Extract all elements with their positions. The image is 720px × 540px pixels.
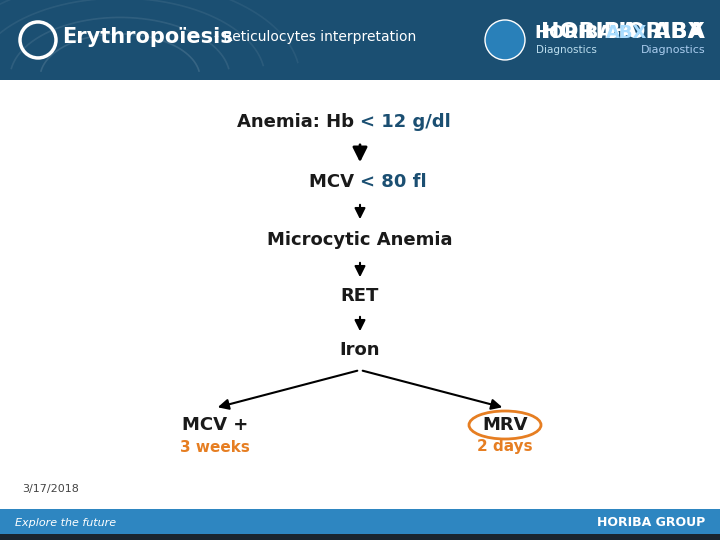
Bar	[0, 534, 720, 540]
Text: ABX: ABX	[606, 24, 647, 42]
Text: < 12 g/dl: < 12 g/dl	[360, 113, 451, 131]
Bar	[0, 509, 720, 540]
Text: 3/17/2018: 3/17/2018	[22, 484, 79, 494]
Text: 2 days: 2 days	[477, 440, 533, 455]
Bar	[480, 0, 720, 80]
Bar	[0, 0, 720, 80]
Text: MRV: MRV	[482, 416, 528, 434]
Text: Diagnostics: Diagnostics	[536, 45, 597, 55]
Bar	[0, 80, 720, 540]
Text: HORIBA: HORIBA	[534, 24, 612, 42]
Text: 3 weeks: 3 weeks	[180, 440, 250, 455]
Ellipse shape	[469, 411, 541, 439]
Text: HORIBA GROUP: HORIBA GROUP	[597, 516, 705, 529]
Text: MCV: MCV	[309, 173, 360, 191]
Text: Microcytic Anemia: Microcytic Anemia	[267, 231, 453, 249]
Text: MCV +: MCV +	[182, 416, 248, 434]
Text: Anemia: Hb: Anemia: Hb	[237, 113, 360, 131]
Text: Diagnostics: Diagnostics	[640, 45, 705, 55]
Text: < 80 fl: < 80 fl	[360, 173, 427, 191]
Circle shape	[485, 20, 525, 60]
Text: Erythropoïesis: Erythropoïesis	[62, 27, 233, 47]
Text: Iron: Iron	[340, 341, 380, 359]
Text: HORIBA: HORIBA	[608, 22, 705, 42]
Text: HORIBA  ABX: HORIBA ABX	[541, 22, 705, 42]
Text: Explore the future: Explore the future	[15, 518, 116, 528]
Text: RET: RET	[341, 287, 379, 305]
Text: - Reticulocytes interpretation: - Reticulocytes interpretation	[214, 30, 416, 44]
